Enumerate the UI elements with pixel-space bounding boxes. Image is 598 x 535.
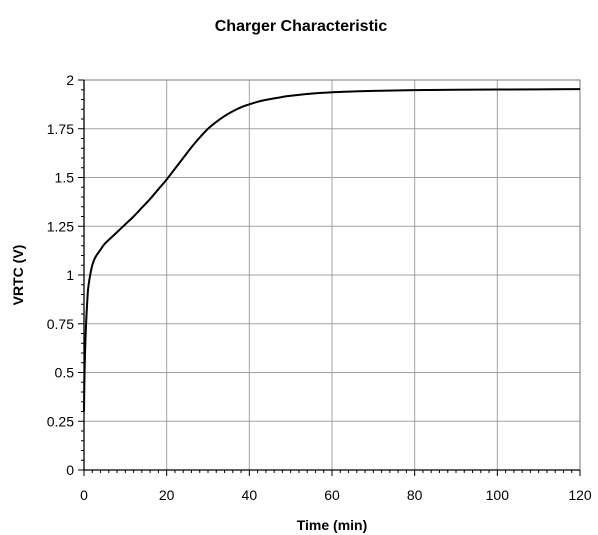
- y-tick-label: 0.5: [55, 365, 75, 381]
- x-tick-label: 120: [568, 487, 592, 503]
- chart-title: Charger Characteristic: [215, 18, 388, 35]
- x-axis-label: Time (min): [297, 517, 368, 533]
- y-axis-label: VRTC (V): [10, 245, 26, 306]
- series: [83, 88, 581, 412]
- x-tick-label: 40: [242, 487, 258, 503]
- y-tick-label: 0: [66, 462, 74, 478]
- x-tick-label: 20: [159, 487, 175, 503]
- y-tick-label: 2: [66, 72, 74, 88]
- axes: [78, 79, 581, 476]
- x-tick-label: 80: [407, 487, 423, 503]
- y-tick-label: 1.75: [47, 121, 74, 137]
- y-tick-label: 1.5: [55, 170, 75, 186]
- grid: [84, 79, 581, 470]
- series-line-0: [83, 88, 581, 412]
- x-tick-label: 100: [486, 487, 510, 503]
- y-tick-label: 1.25: [47, 218, 74, 234]
- y-tick-label: 1: [66, 267, 74, 283]
- x-tick-label: 0: [80, 487, 88, 503]
- y-tick-label: 0.25: [47, 413, 74, 429]
- x-tick-label: 60: [324, 487, 340, 503]
- y-tick-label: 0.75: [47, 316, 74, 332]
